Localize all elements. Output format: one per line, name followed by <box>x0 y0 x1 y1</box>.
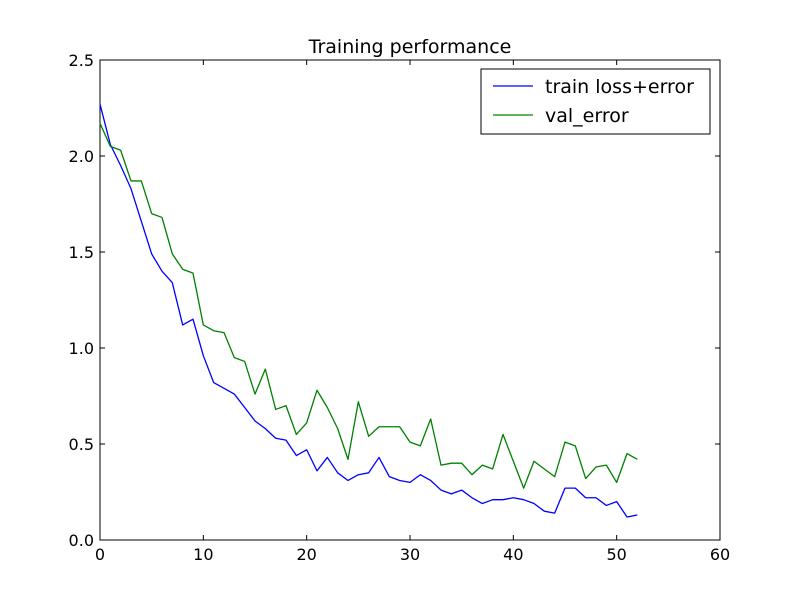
chart-title: Training performance <box>308 36 512 58</box>
x-tick-label: 50 <box>606 545 626 564</box>
series-line-val-error <box>99 123 638 489</box>
legend: train loss+error val_error <box>480 68 711 135</box>
x-tick-label: 20 <box>296 545 316 564</box>
x-tick-label: 10 <box>193 545 213 564</box>
axis-ticks: 0 10 20 30 40 50 60 0.0 0.5 1.0 1.5 2.0 2.5 <box>69 51 731 564</box>
x-tick-label: 0 <box>95 545 105 564</box>
y-tick-label: 0.5 <box>69 435 94 454</box>
x-tick-label: 60 <box>710 545 730 564</box>
x-tick-label: 40 <box>503 545 523 564</box>
y-tick-label: 0.0 <box>69 531 94 550</box>
y-tick-label: 2.5 <box>69 51 94 70</box>
y-tick-label: 1.0 <box>69 339 94 358</box>
x-tick-label: 30 <box>400 545 420 564</box>
legend-entry: val_error <box>545 105 629 127</box>
legend-entry: train loss+error <box>545 76 694 98</box>
series-line-train-loss-error <box>99 103 638 518</box>
y-tick-label: 2.0 <box>69 147 94 166</box>
plot-area <box>99 59 721 541</box>
legend-box <box>480 68 711 135</box>
series-layer <box>99 103 638 518</box>
y-tick-label: 1.5 <box>69 243 94 262</box>
